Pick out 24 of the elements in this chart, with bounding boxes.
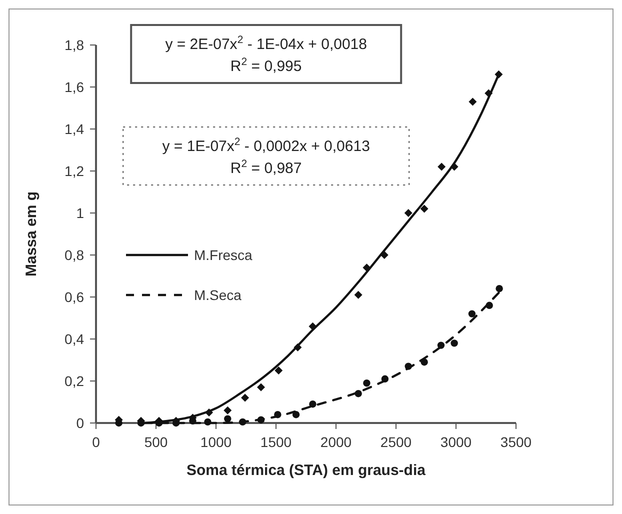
x-tick-label: 2500	[380, 434, 412, 450]
y-tick-label: 0,2	[64, 373, 84, 389]
x-tick-label: 1500	[260, 434, 292, 450]
x-tick-label: 3500	[500, 434, 532, 450]
y-tick-label: 0	[76, 415, 84, 431]
y-tick-label: 1,6	[64, 79, 84, 95]
y-tick-label: 0,4	[64, 331, 84, 347]
legend-label: M.Seca	[194, 287, 242, 303]
x-tick-label: 500	[144, 434, 168, 450]
annotation: y = 2E-07x$^{2}$ - 1E-04x + 0,0018 R$^{2}$ = 0,995	[165, 34, 368, 75]
y-tick-label: 1,4	[64, 121, 84, 137]
x-tick-label: 3000	[440, 434, 472, 450]
x-tick-label: 0	[92, 434, 100, 450]
x-tick-label: 2000	[320, 434, 352, 450]
y-tick-label: 1	[76, 205, 84, 221]
y-tick-label: 1,8	[64, 37, 84, 53]
x-axis-title: Soma térmica (STA) em graus-dia	[186, 462, 426, 479]
y-tick-label: 0,8	[64, 247, 84, 263]
y-tick-label: 1,2	[64, 163, 84, 179]
y-tick-label: 0,6	[64, 289, 84, 305]
legend-label: M.Fresca	[194, 247, 253, 263]
x-tick-label: 1000	[200, 434, 232, 450]
annotation: y = 1E-07x$^{2}$ - 0,0002x + 0,0613 R$^{2}$ = 0,987	[162, 136, 370, 177]
y-axis-title: Massa em g	[23, 191, 40, 277]
